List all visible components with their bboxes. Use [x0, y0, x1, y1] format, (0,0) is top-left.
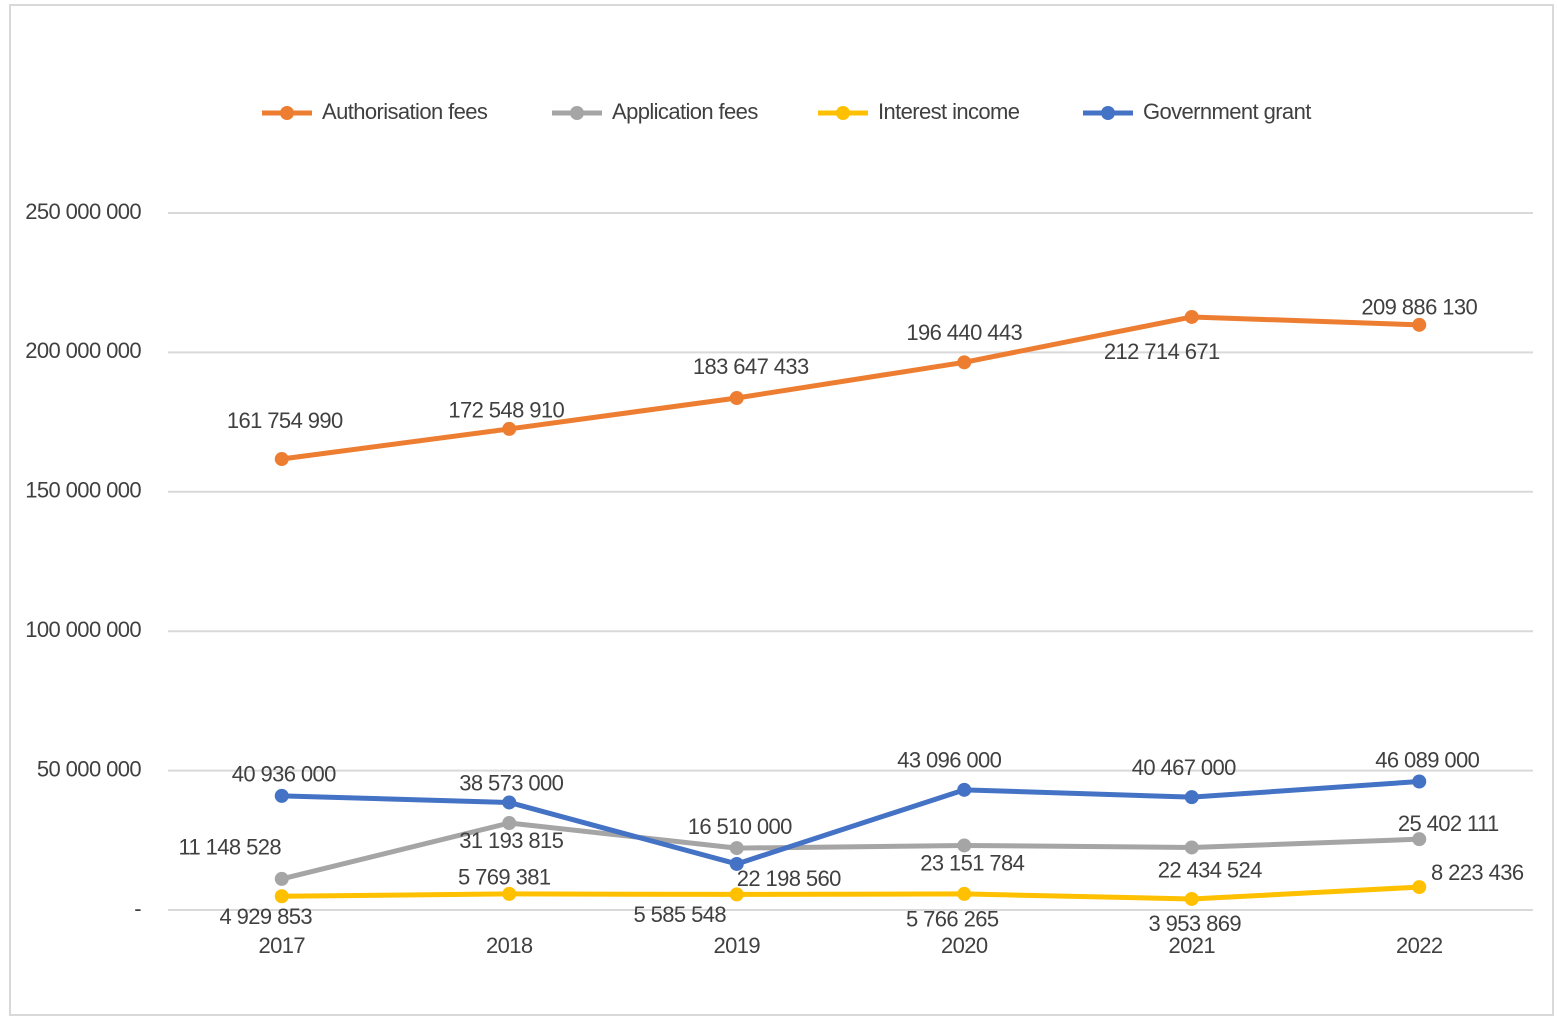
data-label: 212 714 671	[1104, 339, 1220, 364]
data-label: 46 089 000	[1375, 747, 1479, 772]
y-tick-label: 250 000 000	[25, 199, 141, 224]
data-label: 22 434 524	[1158, 857, 1262, 882]
data-label: 3 953 869	[1149, 911, 1242, 936]
data-label: 4 929 853	[220, 904, 313, 929]
y-tick-label: -	[134, 896, 141, 921]
legend-marker	[1101, 106, 1115, 120]
data-point	[1412, 774, 1427, 789]
data-label: 5 585 548	[634, 902, 727, 927]
data-label: 183 647 433	[693, 354, 809, 379]
data-label: 209 886 130	[1361, 295, 1477, 320]
y-tick-label: 200 000 000	[25, 338, 141, 363]
series-line	[281, 884, 1420, 902]
data-point	[502, 795, 517, 810]
data-label: 40 936 000	[232, 762, 336, 787]
data-point	[502, 886, 517, 901]
legend-label: Application fees	[612, 99, 758, 124]
x-tick-label: 2022	[1396, 933, 1443, 958]
x-tick-label: 2018	[486, 933, 533, 958]
chart-frame	[9, 4, 1554, 1016]
legend-marker	[570, 106, 584, 120]
legend-marker	[280, 106, 294, 120]
data-label: 196 440 443	[906, 320, 1022, 345]
data-label: 16 510 000	[688, 814, 792, 839]
data-label: 22 198 560	[737, 866, 841, 891]
data-label: 31 193 815	[459, 828, 563, 853]
data-label: 23 151 784	[920, 850, 1024, 875]
data-point	[729, 841, 744, 856]
data-label: 5 766 265	[906, 907, 999, 932]
data-label: 25 402 111	[1398, 811, 1499, 836]
legend-label: Government grant	[1143, 99, 1311, 124]
x-tick-label: 2021	[1168, 933, 1215, 958]
data-label: 161 754 990	[227, 408, 343, 433]
legend-marker	[836, 106, 850, 120]
data-point	[274, 889, 289, 904]
series-line	[281, 314, 1420, 462]
data-point	[1184, 840, 1199, 855]
data-point	[957, 886, 972, 901]
series-line	[281, 779, 1420, 867]
data-point	[502, 816, 517, 831]
data-point	[1184, 309, 1199, 324]
data-point	[1184, 790, 1199, 805]
y-tick-label: 50 000 000	[37, 756, 141, 781]
x-tick-label: 2019	[713, 933, 760, 958]
data-point	[729, 856, 744, 871]
data-label: 172 548 910	[448, 398, 564, 423]
data-point	[1412, 880, 1427, 895]
data-point	[957, 355, 972, 370]
data-label: 11 148 528	[179, 835, 282, 860]
data-label: 5 769 381	[458, 865, 551, 890]
data-label: 8 223 436	[1431, 860, 1524, 885]
legend-label: Interest income	[878, 99, 1020, 124]
data-label: 43 096 000	[897, 748, 1001, 773]
data-label: 40 467 000	[1132, 755, 1236, 780]
data-label: 38 573 000	[459, 770, 563, 795]
data-point	[274, 788, 289, 803]
y-tick-label: 100 000 000	[25, 617, 141, 642]
x-tick-label: 2020	[941, 933, 988, 958]
data-point	[729, 390, 744, 405]
series-line	[281, 820, 1420, 882]
data-point	[957, 782, 972, 797]
data-point	[1184, 891, 1199, 906]
data-point	[1412, 317, 1427, 332]
data-point	[274, 871, 289, 886]
data-point	[274, 452, 289, 467]
y-tick-label: 150 000 000	[25, 478, 141, 503]
data-point	[1412, 832, 1427, 847]
data-point	[729, 887, 744, 902]
data-point	[502, 421, 517, 436]
legend-label: Authorisation fees	[322, 99, 488, 124]
data-point	[957, 838, 972, 853]
x-tick-label: 2017	[258, 933, 305, 958]
